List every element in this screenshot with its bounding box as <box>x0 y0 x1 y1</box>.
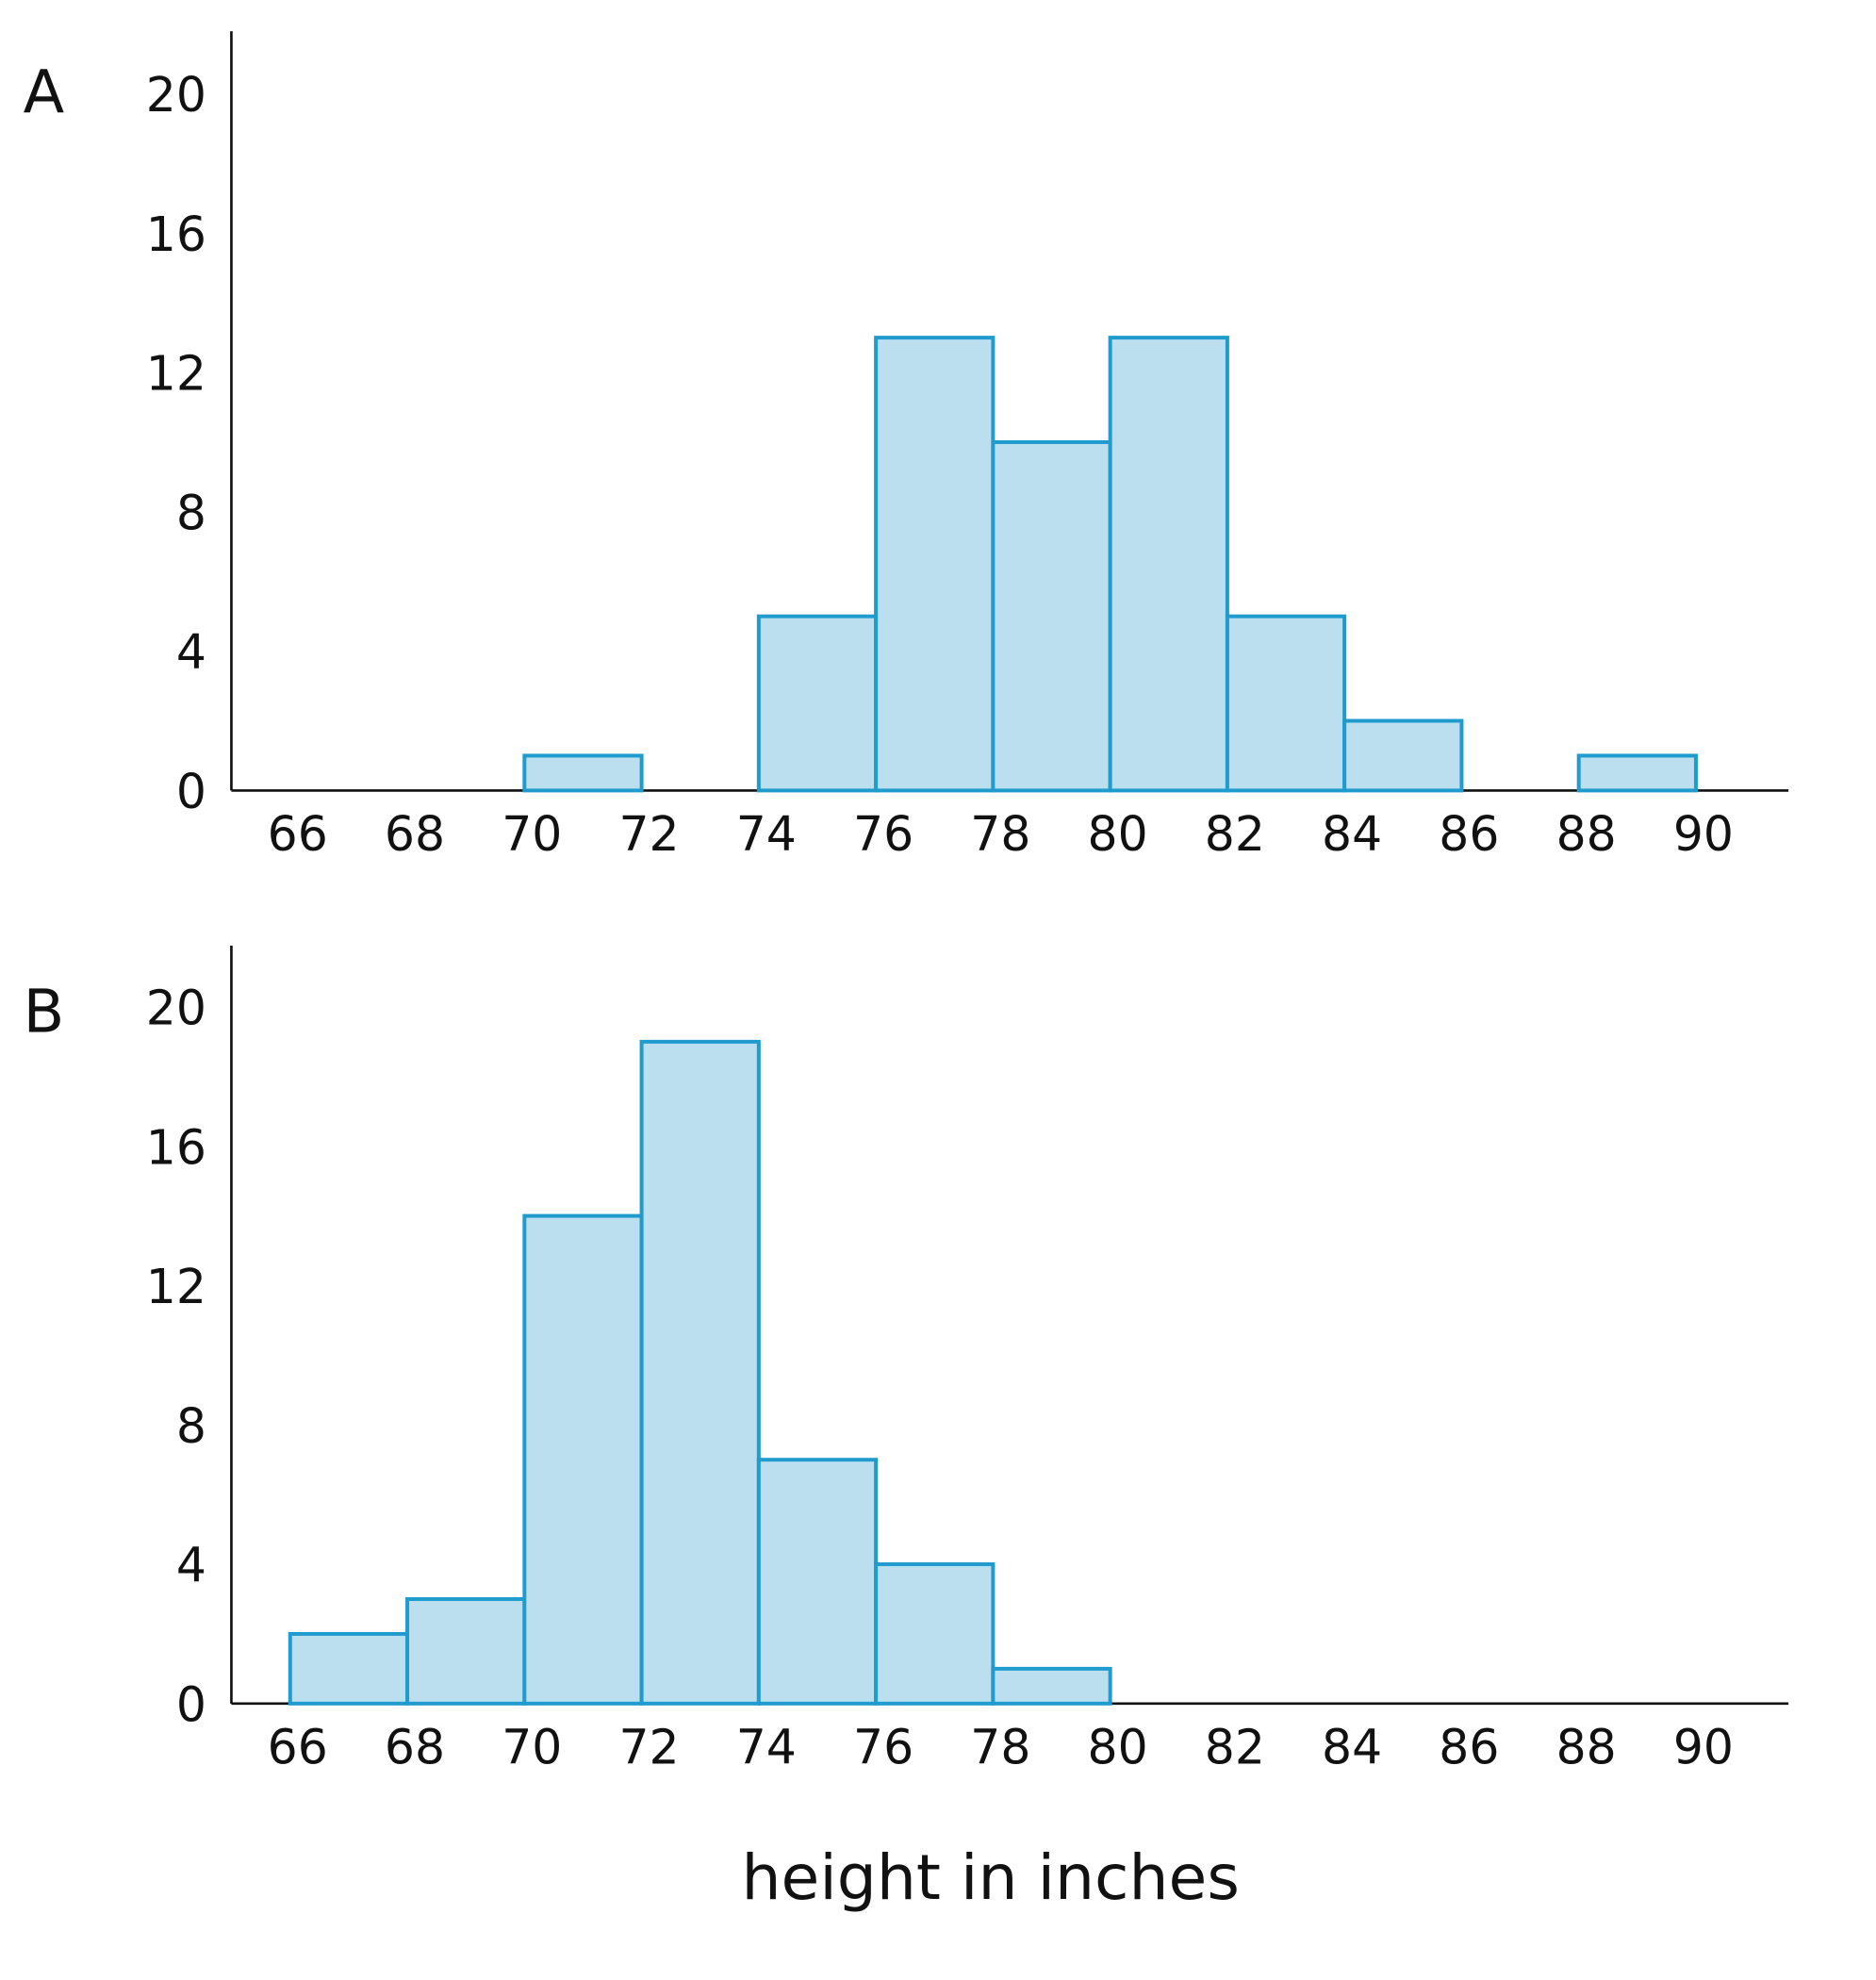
x-tick-label: 78 <box>970 806 1030 862</box>
x-tick-label: 88 <box>1556 1720 1617 1775</box>
y-tick-label: 8 <box>176 1398 206 1454</box>
x-tick-label: 88 <box>1556 806 1617 862</box>
panel-label: A <box>24 58 65 127</box>
x-tick-label: 84 <box>1322 1720 1382 1775</box>
histogram-bar <box>991 1666 1112 1706</box>
histogram-bar <box>756 614 879 793</box>
histogram-bar <box>405 1596 527 1706</box>
x-tick-label: 82 <box>1205 806 1265 862</box>
x-tick-label: 80 <box>1088 1720 1148 1775</box>
x-tick-label: 68 <box>385 1720 445 1775</box>
y-tick-label: 12 <box>146 1259 206 1314</box>
y-tick-label: 16 <box>146 206 206 262</box>
histogram-bar <box>1342 718 1464 793</box>
y-tick-label: 12 <box>146 346 206 402</box>
histogram-bar <box>522 753 644 793</box>
x-tick-label: 76 <box>853 1720 913 1775</box>
y-tick-label: 20 <box>146 67 206 123</box>
x-tick-label: 90 <box>1673 806 1734 862</box>
x-axis-label: height in inches <box>742 1840 1240 1914</box>
histogram-bar <box>639 1039 761 1706</box>
x-tick-label: 76 <box>853 806 913 862</box>
x-tick-label: 74 <box>736 1720 797 1775</box>
y-tick-label: 20 <box>146 980 206 1035</box>
x-tick-label: 86 <box>1439 1720 1499 1775</box>
histogram-bar <box>1225 614 1347 793</box>
x-tick-label: 68 <box>385 806 445 862</box>
x-tick-label: 86 <box>1439 806 1499 862</box>
x-tick-label: 74 <box>736 806 797 862</box>
histogram-bar <box>756 1458 879 1706</box>
histogram-bar <box>874 336 996 793</box>
x-tick-label: 70 <box>502 806 562 862</box>
histogram-bar <box>874 1562 996 1706</box>
panel-a: A 0 4 8 12 16 20 66 68 70 72 74 76 78 80 82 84 86 88 90 <box>24 31 1789 862</box>
x-tick-label: 72 <box>618 1720 679 1775</box>
y-tick-label: 0 <box>176 1676 206 1732</box>
x-tick-label: 78 <box>970 1720 1030 1775</box>
panel-label: B <box>24 977 65 1047</box>
y-tick-label: 0 <box>176 764 206 819</box>
y-tick-label: 16 <box>146 1119 206 1175</box>
x-tick-label: 66 <box>268 806 328 862</box>
histogram-bar <box>288 1631 410 1706</box>
histogram-bar <box>522 1213 644 1706</box>
histogram-bar <box>1576 753 1698 793</box>
y-tick-label: 4 <box>176 1538 206 1593</box>
x-tick-label: 70 <box>502 1720 562 1775</box>
x-tick-label: 72 <box>618 806 679 862</box>
y-tick-label: 8 <box>176 485 206 540</box>
y-tick-label: 4 <box>176 624 206 680</box>
panel-b: B 0 4 8 12 16 20 66 68 70 72 74 76 78 80 82 84 86 88 90 <box>24 945 1789 1775</box>
histogram-bar <box>991 439 1112 793</box>
x-tick-label: 66 <box>268 1720 328 1775</box>
x-tick-label: 80 <box>1088 806 1148 862</box>
x-tick-label: 90 <box>1673 1720 1734 1775</box>
x-tick-label: 84 <box>1322 806 1382 862</box>
x-tick-label: 82 <box>1205 1720 1265 1775</box>
histogram-bar <box>1108 336 1229 793</box>
